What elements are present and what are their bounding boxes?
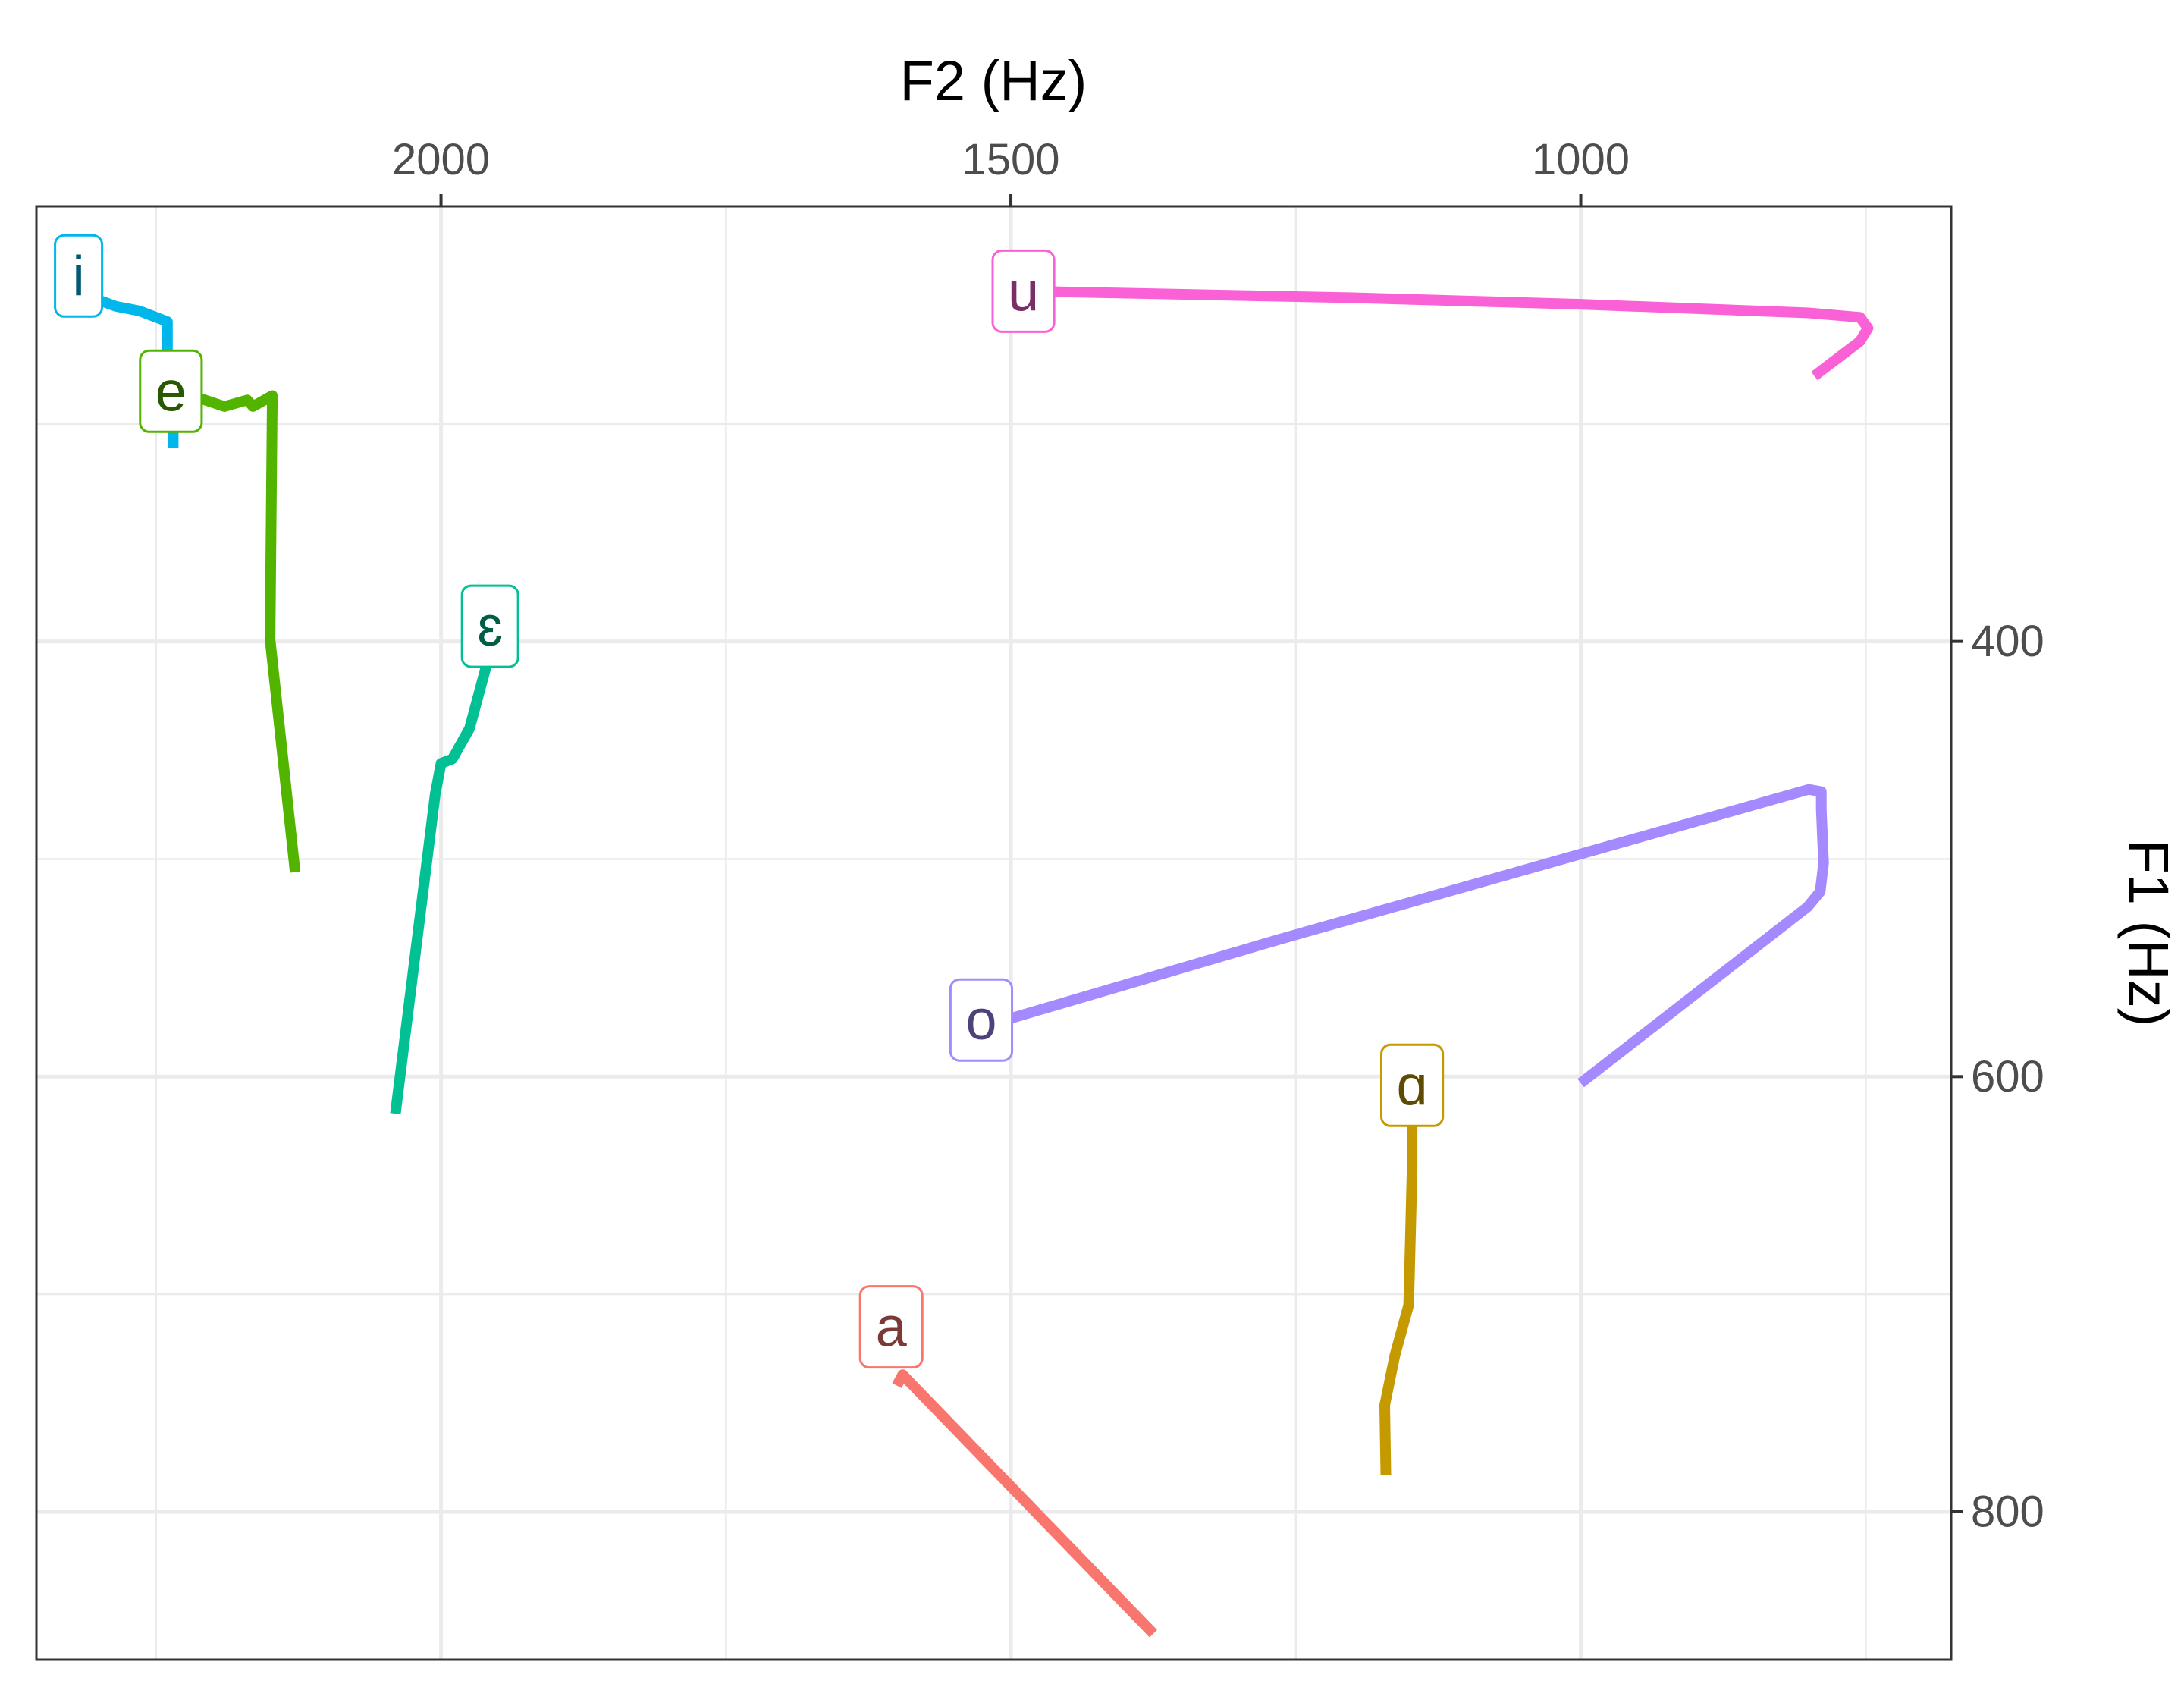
vowel-labels: a ɑ e ɛ i o u	[54, 234, 1445, 1369]
series-line-ɛ	[390, 642, 497, 1114]
series-line-a	[892, 1369, 1157, 1638]
vowel-label-box	[54, 234, 104, 318]
series-lines	[74, 275, 1874, 1638]
vowel-label-text: a	[876, 1296, 908, 1359]
x-tick-label: 1500	[962, 135, 1060, 184]
vowel-label-i: i	[54, 234, 104, 318]
vowel-label-ɛ: ɛ	[460, 584, 519, 668]
vowel-label-box	[858, 1285, 924, 1369]
y-tick-label: 800	[1971, 1487, 2044, 1536]
series-line-u	[1028, 285, 1874, 381]
series-line-e	[177, 386, 301, 873]
vowel-label-box	[949, 978, 1014, 1062]
series-line-ɑ	[1379, 1126, 1418, 1475]
vowel-label-text: o	[965, 988, 996, 1051]
vowel-label-text: e	[155, 360, 187, 423]
grid	[36, 206, 1951, 1660]
vowel-label-text: u	[1008, 259, 1039, 322]
vowel-label-text: ɛ	[477, 595, 503, 658]
series-line-o	[1003, 784, 1829, 1088]
panel-border	[35, 205, 1953, 1661]
vowel-label-u: u	[991, 249, 1056, 333]
vowel-label-o: o	[949, 978, 1014, 1062]
vowel-label-box	[991, 249, 1056, 333]
x-tick-label: 2000	[392, 135, 490, 184]
vowel-label-text: ɑ	[1397, 1054, 1428, 1117]
vowel-label-box	[1380, 1043, 1445, 1127]
vowel-label-e: e	[139, 349, 203, 433]
vowel-label-ɑ: ɑ	[1380, 1043, 1445, 1127]
axes: 2000 1500 1000 400 600 800	[392, 135, 2044, 1536]
x-axis-title: F2 (Hz)	[900, 49, 1087, 112]
vowel-label-box	[139, 349, 203, 433]
x-tick-label: 1000	[1532, 135, 1630, 184]
y-tick-label: 600	[1971, 1052, 2044, 1101]
vowel-label-text: i	[72, 244, 84, 307]
y-tick-label: 400	[1971, 617, 2044, 666]
y-axis-title: F1 (Hz)	[2117, 840, 2180, 1027]
vowel-label-a: a	[858, 1285, 924, 1369]
vowel-label-box	[460, 584, 519, 668]
